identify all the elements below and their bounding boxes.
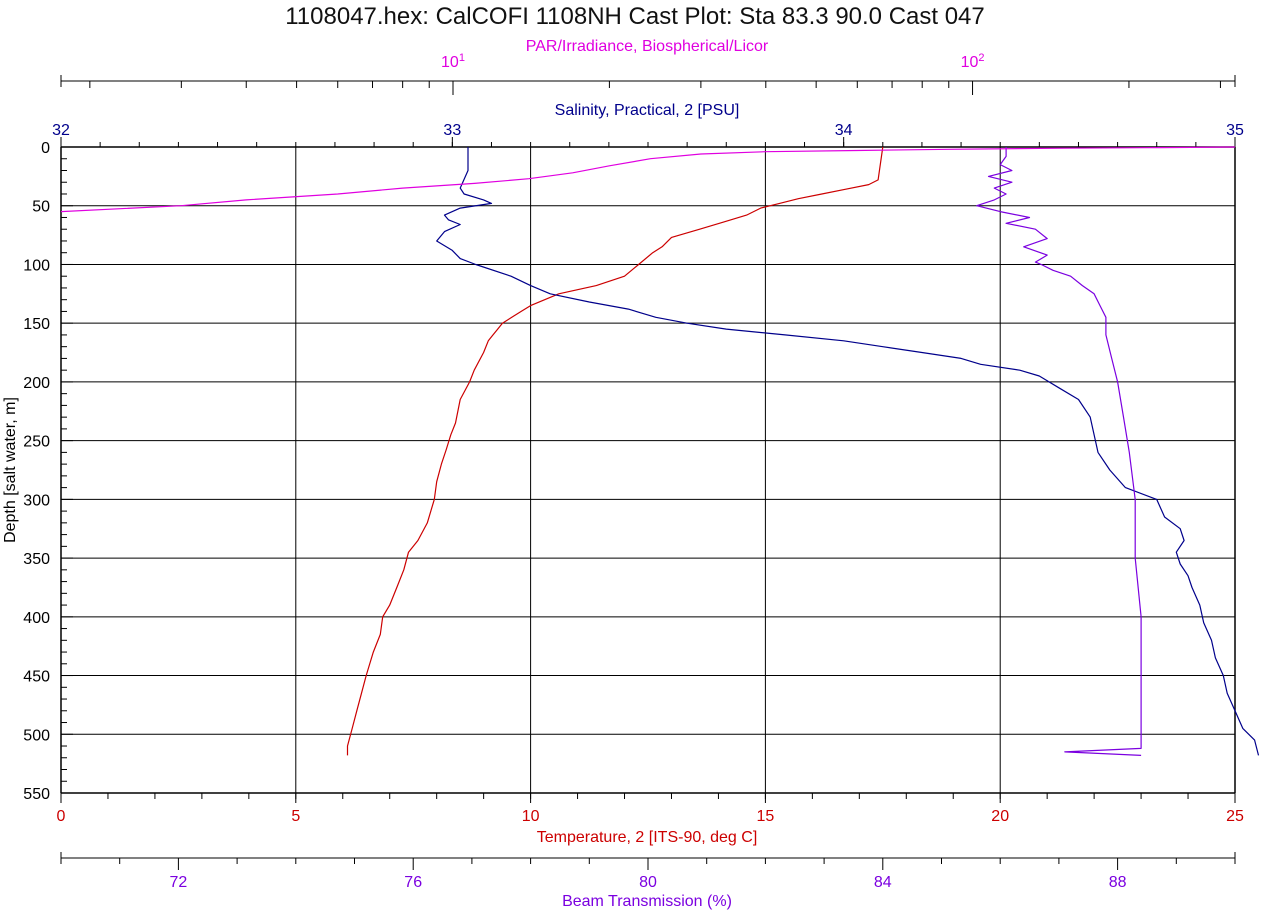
salinity-line	[436, 147, 1260, 756]
depth-tick-label: 100	[23, 257, 50, 274]
beam-tick-label: 76	[404, 874, 422, 891]
par-tick-label: 101	[441, 52, 465, 71]
temperature-axis-label: Temperature, 2 [ITS-90, deg C]	[537, 829, 758, 846]
depth-tick-label: 150	[23, 316, 50, 333]
temperature-tick-label: 20	[991, 808, 1009, 825]
depth-tick-label: 50	[32, 199, 50, 216]
depth-tick-label: 300	[23, 492, 50, 509]
temperature-tick-label: 10	[522, 808, 540, 825]
depth-tick-label: 0	[41, 140, 50, 157]
salinity-tick-label: 33	[443, 122, 461, 139]
beam-tick-label: 88	[1109, 874, 1127, 891]
depth-tick-label: 350	[23, 551, 50, 568]
par-axis-label: PAR/Irradiance, Biospherical/Licor	[526, 38, 769, 55]
par-tick-label: 102	[961, 52, 985, 71]
temperature-line	[346, 146, 884, 756]
axes	[60, 75, 1236, 870]
beam-axis-label: Beam Transmission (%)	[562, 893, 732, 910]
depth-tick-label: 250	[23, 434, 50, 451]
beam-transmission-line	[976, 147, 1142, 756]
depth-tick-label: 400	[23, 610, 50, 627]
depth-axis-label: Depth [salt water, m]	[2, 397, 19, 543]
data-series	[60, 146, 1260, 756]
grid	[61, 147, 1235, 793]
salinity-tick-label: 35	[1226, 122, 1244, 139]
depth-tick-label: 200	[23, 375, 50, 392]
salinity-axis-label: Salinity, Practical, 2 [PSU]	[555, 102, 740, 119]
beam-tick-label: 72	[170, 874, 188, 891]
temperature-tick-label: 25	[1226, 808, 1244, 825]
chart-title: 1108047.hex: CalCOFI 1108NH Cast Plot: S…	[285, 3, 985, 30]
depth-tick-label: 550	[23, 786, 50, 803]
temperature-tick-label: 0	[57, 808, 66, 825]
salinity-tick-label: 34	[835, 122, 853, 139]
temperature-tick-label: 5	[291, 808, 300, 825]
beam-tick-label: 80	[639, 874, 657, 891]
depth-tick-label: 450	[23, 669, 50, 686]
depth-tick-label: 500	[23, 727, 50, 744]
temperature-tick-label: 15	[757, 808, 775, 825]
beam-tick-label: 84	[874, 874, 892, 891]
salinity-tick-label: 32	[52, 122, 70, 139]
par-line	[60, 146, 1236, 213]
